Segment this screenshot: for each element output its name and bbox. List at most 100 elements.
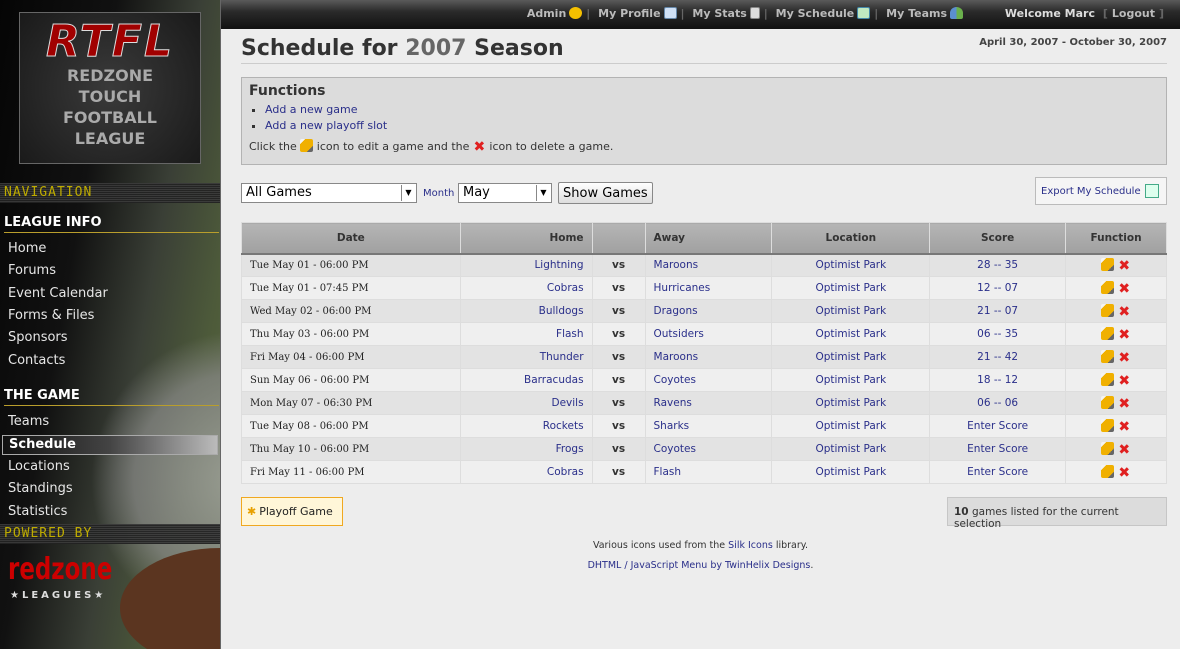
- away-team-link[interactable]: Dragons: [653, 305, 698, 317]
- away-team-link[interactable]: Coyotes: [653, 443, 696, 455]
- location-link[interactable]: Optimist Park: [815, 282, 887, 294]
- delete-icon[interactable]: ✖: [1118, 257, 1131, 274]
- home-team-link[interactable]: Rockets: [542, 420, 584, 432]
- away-team-link[interactable]: Coyotes: [653, 374, 696, 386]
- score-link[interactable]: 18 -- 12: [977, 374, 1019, 386]
- score-link[interactable]: 21 -- 07: [977, 305, 1019, 317]
- silk-icons-link[interactable]: Silk Icons: [728, 540, 773, 551]
- location-link[interactable]: Optimist Park: [815, 420, 887, 432]
- score-link[interactable]: 06 -- 35: [977, 328, 1019, 340]
- export-schedule-button[interactable]: Export My Schedule: [1035, 177, 1167, 205]
- location-link[interactable]: Optimist Park: [815, 443, 887, 455]
- my-teams-link[interactable]: My Teams: [886, 7, 964, 20]
- function-cell: ✖: [1065, 322, 1167, 346]
- home-team-link[interactable]: Cobras: [546, 282, 584, 294]
- location-link[interactable]: Optimist Park: [815, 351, 887, 363]
- sidebar-item-locations[interactable]: Locations: [8, 459, 70, 474]
- playoff-game-button[interactable]: ✱ Playoff Game: [241, 497, 343, 526]
- sidebar-item-home[interactable]: Home: [8, 241, 47, 256]
- column-header-away[interactable]: Away: [644, 222, 773, 255]
- edit-pencil-icon[interactable]: [1101, 418, 1115, 432]
- home-team-link[interactable]: Barracudas: [524, 374, 584, 386]
- edit-pencil-icon[interactable]: [1101, 303, 1115, 317]
- location-link[interactable]: Optimist Park: [815, 328, 887, 340]
- sidebar-item-sponsors[interactable]: Sponsors: [8, 330, 68, 345]
- chevron-down-icon: ▼: [401, 185, 415, 201]
- table-row: Tue May 08 - 06:00 PM Rockets vs Sharks Opti…: [241, 414, 1167, 438]
- column-header-date[interactable]: Date: [241, 222, 461, 255]
- score-link[interactable]: Enter Score: [967, 466, 1029, 478]
- month-select[interactable]: May ▼: [458, 183, 552, 203]
- score-link[interactable]: 12 -- 07: [977, 282, 1019, 294]
- dhtml-menu-link[interactable]: DHTML / JavaScript Menu: [587, 560, 708, 571]
- edit-pencil-icon[interactable]: [1101, 441, 1115, 455]
- my-schedule-link[interactable]: My Schedule: [776, 7, 871, 20]
- delete-icon[interactable]: ✖: [1118, 395, 1131, 412]
- league-logo[interactable]: RTFL REDZONE TOUCH FOOTBALL LEAGUE: [19, 12, 201, 164]
- column-header-score[interactable]: Score: [929, 222, 1067, 255]
- my-profile-link[interactable]: My Profile: [598, 7, 677, 20]
- sidebar-item-forms-files[interactable]: Forms & Files: [8, 308, 95, 323]
- delete-icon[interactable]: ✖: [1118, 303, 1131, 320]
- score-link[interactable]: 28 -- 35: [977, 259, 1019, 272]
- sidebar-item-statistics[interactable]: Statistics: [8, 504, 68, 519]
- add-playoff-slot-link[interactable]: Add a new playoff slot: [265, 119, 388, 132]
- column-header-function: Function: [1065, 222, 1167, 255]
- edit-pencil-icon[interactable]: [1101, 326, 1115, 340]
- home-team-link[interactable]: Thunder: [539, 351, 584, 363]
- column-header-location[interactable]: Location: [771, 222, 931, 255]
- sidebar-item-standings[interactable]: Standings: [8, 481, 73, 496]
- location-link[interactable]: Optimist Park: [815, 259, 887, 272]
- delete-icon[interactable]: ✖: [1118, 372, 1131, 389]
- delete-icon[interactable]: ✖: [1118, 441, 1131, 458]
- delete-icon[interactable]: ✖: [1118, 280, 1131, 297]
- sidebar-item-forums[interactable]: Forums: [8, 263, 56, 278]
- location-link[interactable]: Optimist Park: [815, 397, 887, 409]
- home-team-link[interactable]: Lightning: [534, 259, 584, 272]
- edit-pencil-icon[interactable]: [1101, 280, 1115, 294]
- away-team-link[interactable]: Outsiders: [653, 328, 704, 340]
- score-link[interactable]: 21 -- 42: [977, 351, 1019, 363]
- sidebar-item-event-calendar[interactable]: Event Calendar: [8, 286, 108, 301]
- score-link[interactable]: Enter Score: [967, 443, 1029, 455]
- column-header-home[interactable]: Home: [459, 222, 593, 255]
- location-link[interactable]: Optimist Park: [815, 305, 887, 317]
- home-team-link[interactable]: Bulldogs: [538, 305, 584, 317]
- games-filter-select[interactable]: All Games ▼: [241, 183, 417, 203]
- away-team-link[interactable]: Hurricanes: [653, 282, 711, 294]
- delete-icon[interactable]: ✖: [1118, 418, 1131, 435]
- my-stats-link[interactable]: My Stats: [692, 7, 760, 20]
- home-team-link[interactable]: Cobras: [546, 466, 584, 478]
- home-team-link[interactable]: Frogs: [555, 443, 584, 455]
- table-row: Tue May 01 - 07:45 PM Cobras vs Hurricanes O…: [241, 276, 1167, 300]
- sidebar-item-teams[interactable]: Teams: [8, 414, 50, 429]
- location-link[interactable]: Optimist Park: [815, 466, 887, 478]
- location-link[interactable]: Optimist Park: [815, 374, 887, 386]
- twinhelix-link[interactable]: TwinHelix Designs: [725, 560, 811, 571]
- delete-icon[interactable]: ✖: [1118, 326, 1131, 343]
- add-game-link[interactable]: Add a new game: [265, 103, 358, 116]
- score-link[interactable]: Enter Score: [967, 420, 1029, 432]
- away-team-link[interactable]: Maroons: [653, 259, 699, 272]
- logout-link[interactable]: Logout: [1111, 7, 1155, 20]
- away-team-link[interactable]: Flash: [653, 466, 682, 478]
- home-team-link[interactable]: Flash: [556, 328, 584, 340]
- redzone-logo[interactable]: redzone: [8, 552, 113, 587]
- delete-icon[interactable]: ✖: [1118, 464, 1131, 481]
- delete-icon[interactable]: ✖: [1118, 349, 1131, 366]
- sidebar-item-contacts[interactable]: Contacts: [8, 353, 66, 368]
- home-team-link[interactable]: Devils: [551, 397, 584, 409]
- edit-pencil-icon[interactable]: [1101, 372, 1115, 386]
- admin-link[interactable]: Admin: [527, 7, 583, 20]
- away-team-link[interactable]: Maroons: [653, 351, 699, 363]
- edit-pencil-icon[interactable]: [1101, 395, 1115, 409]
- edit-pencil-icon[interactable]: [1101, 257, 1115, 271]
- show-games-button[interactable]: Show Games: [558, 182, 653, 204]
- edit-pencil-icon[interactable]: [1101, 464, 1115, 478]
- sidebar-item-schedule[interactable]: Schedule: [2, 435, 218, 455]
- vs-label: vs: [591, 437, 646, 461]
- edit-pencil-icon[interactable]: [1101, 349, 1115, 363]
- away-team-link[interactable]: Sharks: [653, 420, 690, 432]
- score-link[interactable]: 06 -- 06: [977, 397, 1019, 409]
- away-team-link[interactable]: Ravens: [653, 397, 692, 409]
